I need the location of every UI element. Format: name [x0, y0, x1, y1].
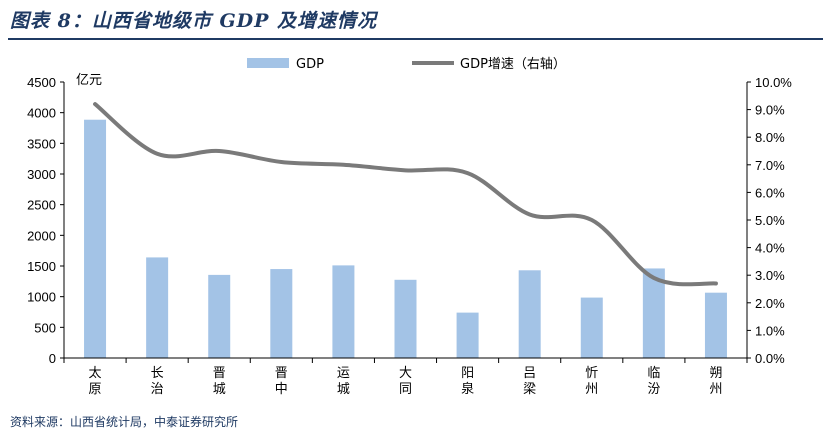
y-right-tick-label: 6.0%: [755, 185, 785, 200]
growth-line-layer: [95, 104, 716, 284]
x-category-label: 大同: [399, 366, 412, 397]
y-right-tick-label: 5.0%: [755, 213, 785, 228]
x-category-label: 朔州: [709, 366, 722, 397]
y-left-tick-label: 1000: [27, 290, 56, 305]
y-left-tick-label: 4000: [27, 106, 56, 121]
y-left-tick-label: 500: [34, 320, 56, 335]
legend: GDP GDP增速（右轴）: [247, 57, 566, 72]
gdp-bar-朔州: [705, 293, 727, 358]
chart-title: 图表 8：山西省地级市 GDP 及增速情况: [10, 6, 377, 33]
x-category-label: 阳泉: [461, 366, 474, 397]
y-left-tick-label: 2500: [27, 198, 56, 213]
y-left-tick-label: 4500: [27, 75, 56, 90]
gdp-bar-晋中: [270, 269, 292, 358]
y-right-tick-label: 8.0%: [755, 130, 785, 145]
gdp-growth-line: [95, 104, 716, 284]
gdp-bar-运城: [332, 265, 354, 358]
gdp-bar-吕梁: [519, 270, 541, 358]
y-right-tick-label: 1.0%: [755, 323, 785, 338]
legend-gdp-swatch: [247, 58, 289, 68]
y-left-unit-label: 亿元: [76, 73, 102, 88]
chart-canvas: 0 500 1000 1500 2000 2500 3000 3500 4000 4500 亿元 0…: [0, 40, 831, 413]
x-category-label: 晋中: [275, 366, 288, 397]
y-left-tick-label: 2000: [27, 228, 56, 243]
x-category-label: 太原: [89, 366, 102, 397]
y-right-tick-label: 2.0%: [755, 296, 785, 311]
gdp-bar-忻州: [581, 298, 603, 358]
title-bar: 图表 8：山西省地级市 GDP 及增速情况: [0, 0, 831, 40]
y-left-tick-label: 3500: [27, 136, 56, 151]
y-right-tick-label: 10.0%: [755, 75, 792, 90]
x-category-label: 运城: [337, 366, 350, 397]
x-category-label: 长治: [151, 366, 164, 397]
y-left-tick-label: 1500: [27, 259, 56, 274]
legend-growth-label: GDP增速（右轴）: [460, 57, 566, 72]
y-right-tick-label: 9.0%: [755, 103, 785, 118]
source-note: 资料来源：山西省统计局，中泰证券研究所: [10, 413, 238, 430]
gdp-bar-太原: [84, 120, 106, 358]
y-left-tick-label: 0: [49, 351, 56, 366]
y-right-tick-label: 3.0%: [755, 268, 785, 283]
y-right-tick-label: 0.0%: [755, 351, 785, 366]
x-category-label: 临汾: [647, 366, 660, 397]
y-left-tick-label: 3000: [27, 167, 56, 182]
x-category-label: 吕梁: [523, 366, 536, 397]
x-category-label: 忻州: [585, 366, 598, 397]
y-right-tick-label: 7.0%: [755, 158, 785, 173]
gdp-bar-长治: [146, 257, 168, 358]
gdp-bar-阳泉: [457, 313, 479, 358]
legend-gdp-label: GDP: [296, 57, 324, 72]
y-right-tick-label: 4.0%: [755, 241, 785, 256]
y-axis-right: 0.0% 1.0% 2.0% 3.0% 4.0% 5.0% 6.0% 7.0% 8.0% 9.0%…: [747, 75, 792, 366]
gdp-bar-晋城: [208, 275, 230, 358]
gdp-bar-大同: [395, 280, 417, 358]
x-category-label: 晋城: [213, 366, 226, 397]
x-axis: 太原 长治 晋城 晋中 运城 大同 阳泉 吕梁 忻州 临汾 朔州: [64, 358, 747, 397]
